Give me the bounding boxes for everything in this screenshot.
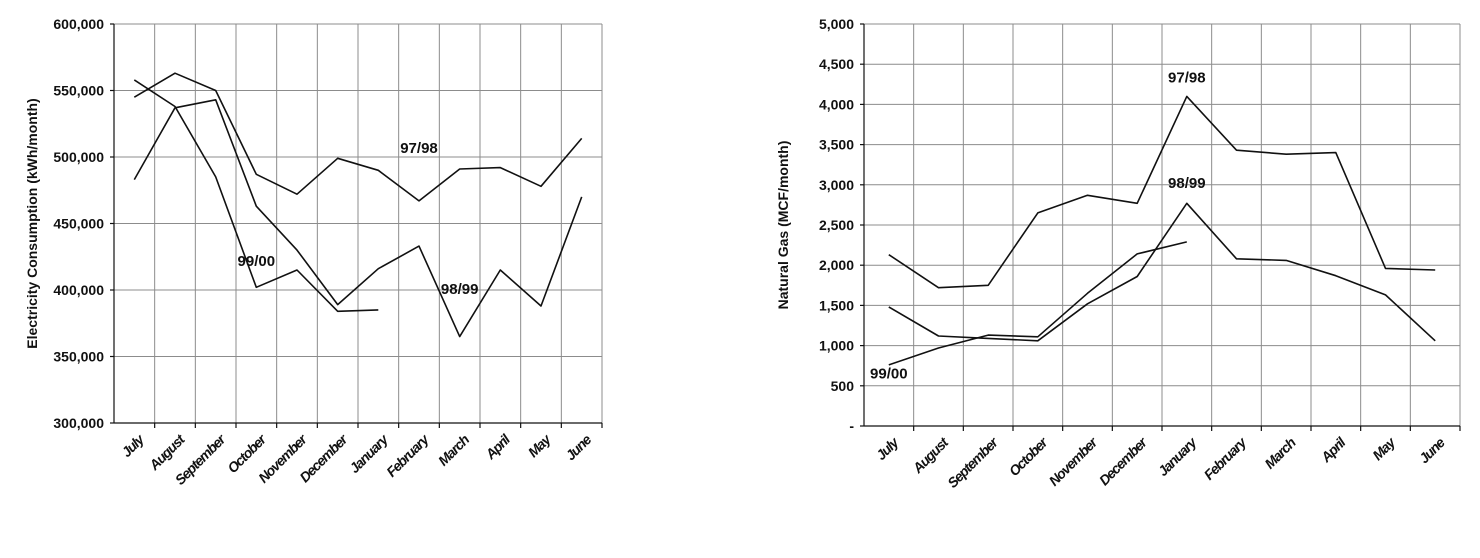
series-label-99-00: 99/00 — [870, 366, 908, 383]
series-line-97-98 — [133, 72, 583, 202]
y-tick-label: 1,000 — [819, 338, 854, 354]
series-label-99-00: 99/00 — [238, 253, 276, 270]
y-tick-label: 4,000 — [819, 96, 854, 112]
x-tick-label: July — [118, 430, 148, 460]
y-tick-label: 3,500 — [819, 137, 854, 153]
series-label-98-99: 98/99 — [441, 281, 479, 298]
x-tick-label: March — [435, 431, 472, 468]
x-tick-label: May — [525, 430, 555, 460]
x-tick-label: December — [296, 430, 351, 485]
x-tick-label: April — [1317, 433, 1350, 466]
series-label-97-98: 97/98 — [400, 140, 438, 157]
y-tick-label: 1,500 — [819, 297, 854, 313]
series-line-98-99 — [133, 99, 583, 338]
series-label-97-98: 97/98 — [1168, 70, 1206, 87]
x-tick-label: April — [481, 430, 514, 463]
x-tick-label: October — [1006, 433, 1052, 479]
y-tick-label: 300,000 — [53, 415, 104, 431]
y-tick-label: 550,000 — [53, 83, 104, 99]
y-tick-label: 400,000 — [53, 282, 104, 298]
y-tick-label: 450,000 — [53, 216, 104, 232]
x-tick-label: September — [944, 433, 1002, 491]
x-tick-label: May — [1369, 433, 1399, 463]
x-tick-label: December — [1096, 433, 1151, 488]
y-tick-label: 500,000 — [53, 149, 104, 165]
series-line-99-00 — [133, 79, 379, 313]
y-tick-label: 5,000 — [819, 16, 854, 32]
y-tick-label: 600,000 — [53, 16, 104, 32]
y-tick-label: 2,000 — [819, 257, 854, 273]
electricity-chart: 300,000 350,000 400,000 450,000 500,000 550,0… — [24, 16, 603, 488]
series-line-97-98 — [888, 95, 1436, 289]
y-tick-label: 3,000 — [819, 177, 854, 193]
series-label-98-99: 98/99 — [1168, 175, 1206, 192]
y-tick-label: 500 — [831, 378, 855, 394]
x-tick-label: June — [562, 431, 594, 463]
x-tick-label: January — [1155, 433, 1201, 479]
y-tick-label: 350,000 — [53, 349, 104, 365]
x-tick-label: February — [383, 430, 433, 480]
natural-gas-chart: - 500 1,000 1,500 2,000 2,500 3,000 3,500 4,000 4… — [775, 16, 1461, 491]
x-tick-label: June — [1416, 434, 1448, 466]
x-tick-label: March — [1261, 434, 1298, 471]
y-axis-label: Electricity Consumption (kWh/month) — [24, 98, 40, 348]
x-tick-label: February — [1201, 433, 1251, 483]
series-line-99-00 — [888, 241, 1187, 366]
x-tick-label: July — [873, 433, 903, 463]
y-tick-label: - — [849, 418, 854, 434]
y-tick-label: 4,500 — [819, 56, 854, 72]
y-tick-label: 2,500 — [819, 217, 854, 233]
x-tick-label: November — [1046, 433, 1102, 489]
x-tick-label: August — [909, 433, 953, 477]
y-axis-label: Natural Gas (MCF/month) — [775, 141, 791, 310]
